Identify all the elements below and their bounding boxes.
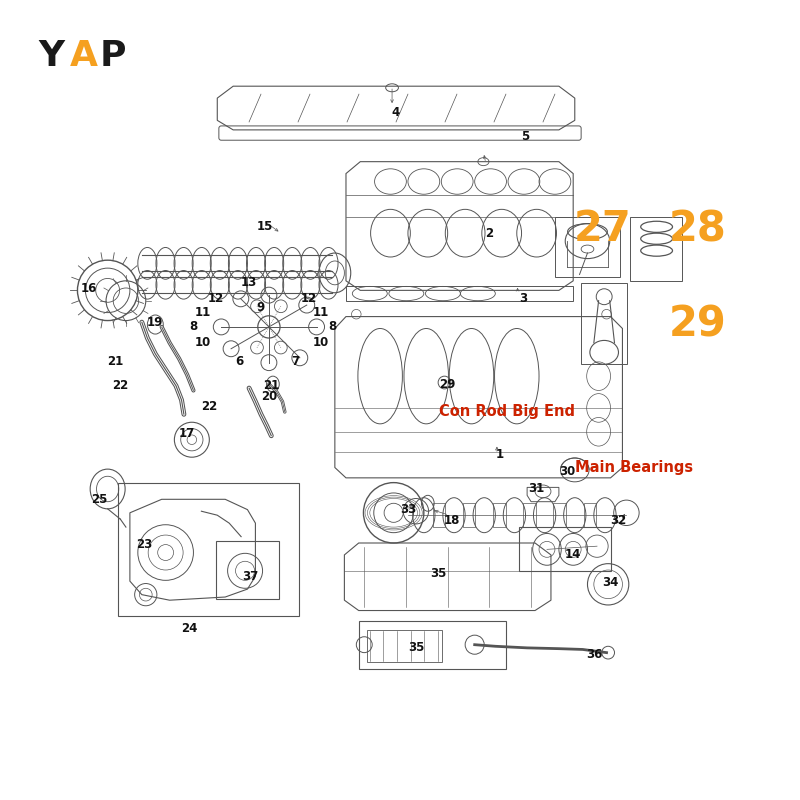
Bar (519, 527, 610, 571)
Text: Y: Y (38, 38, 65, 73)
Text: 5: 5 (522, 130, 530, 142)
Bar (523, 503, 536, 527)
Bar (462, 503, 475, 527)
Text: 32: 32 (610, 514, 626, 527)
Text: 7: 7 (291, 355, 299, 368)
Text: 22: 22 (112, 379, 129, 392)
Bar (358, 621, 506, 669)
Bar (630, 218, 682, 281)
Text: 1: 1 (495, 447, 503, 461)
Text: 21: 21 (107, 355, 124, 368)
Text: Main Bearings: Main Bearings (575, 460, 694, 475)
Text: 27: 27 (574, 208, 631, 250)
Text: 36: 36 (586, 648, 603, 661)
Text: 17: 17 (179, 427, 195, 440)
Text: 21: 21 (263, 379, 279, 392)
Bar (118, 482, 299, 616)
Text: 18: 18 (443, 514, 460, 527)
Text: 14: 14 (565, 549, 582, 562)
Bar (216, 542, 279, 598)
Text: 33: 33 (400, 503, 416, 516)
Text: 34: 34 (602, 576, 618, 590)
Text: 35: 35 (408, 642, 424, 654)
Text: 4: 4 (392, 106, 400, 119)
Text: 23: 23 (136, 538, 152, 551)
Text: 31: 31 (529, 482, 545, 495)
Bar (581, 283, 627, 364)
Text: 16: 16 (80, 282, 97, 295)
Text: A: A (70, 38, 98, 73)
Text: 29: 29 (439, 378, 456, 390)
Text: 8: 8 (328, 321, 337, 334)
Text: 15: 15 (257, 220, 273, 234)
Text: 22: 22 (202, 400, 218, 413)
Text: 3: 3 (519, 292, 527, 305)
Bar (493, 503, 506, 527)
Text: 11: 11 (195, 306, 211, 319)
Text: 35: 35 (430, 566, 446, 580)
Text: 24: 24 (182, 622, 198, 635)
Text: 12: 12 (207, 292, 224, 305)
Text: 28: 28 (669, 208, 727, 250)
Text: P: P (100, 38, 126, 73)
Text: 19: 19 (147, 316, 163, 329)
Text: 13: 13 (241, 276, 257, 289)
Bar (554, 503, 566, 527)
Bar (366, 630, 442, 662)
Text: 37: 37 (242, 570, 258, 583)
Bar (583, 503, 596, 527)
Text: 11: 11 (313, 306, 329, 319)
Text: 8: 8 (190, 321, 198, 334)
Text: 10: 10 (313, 336, 329, 350)
Text: 6: 6 (235, 355, 244, 368)
Text: 9: 9 (257, 302, 265, 314)
Text: 2: 2 (485, 226, 493, 240)
Text: 30: 30 (558, 465, 575, 478)
Text: 10: 10 (195, 336, 211, 350)
Bar (433, 503, 446, 527)
Text: 12: 12 (301, 292, 317, 305)
Bar (346, 286, 573, 301)
Text: 29: 29 (669, 303, 726, 346)
Text: 20: 20 (261, 390, 277, 402)
Text: 25: 25 (91, 493, 108, 506)
Text: Con Rod Big End: Con Rod Big End (439, 405, 575, 419)
Bar (555, 218, 620, 277)
